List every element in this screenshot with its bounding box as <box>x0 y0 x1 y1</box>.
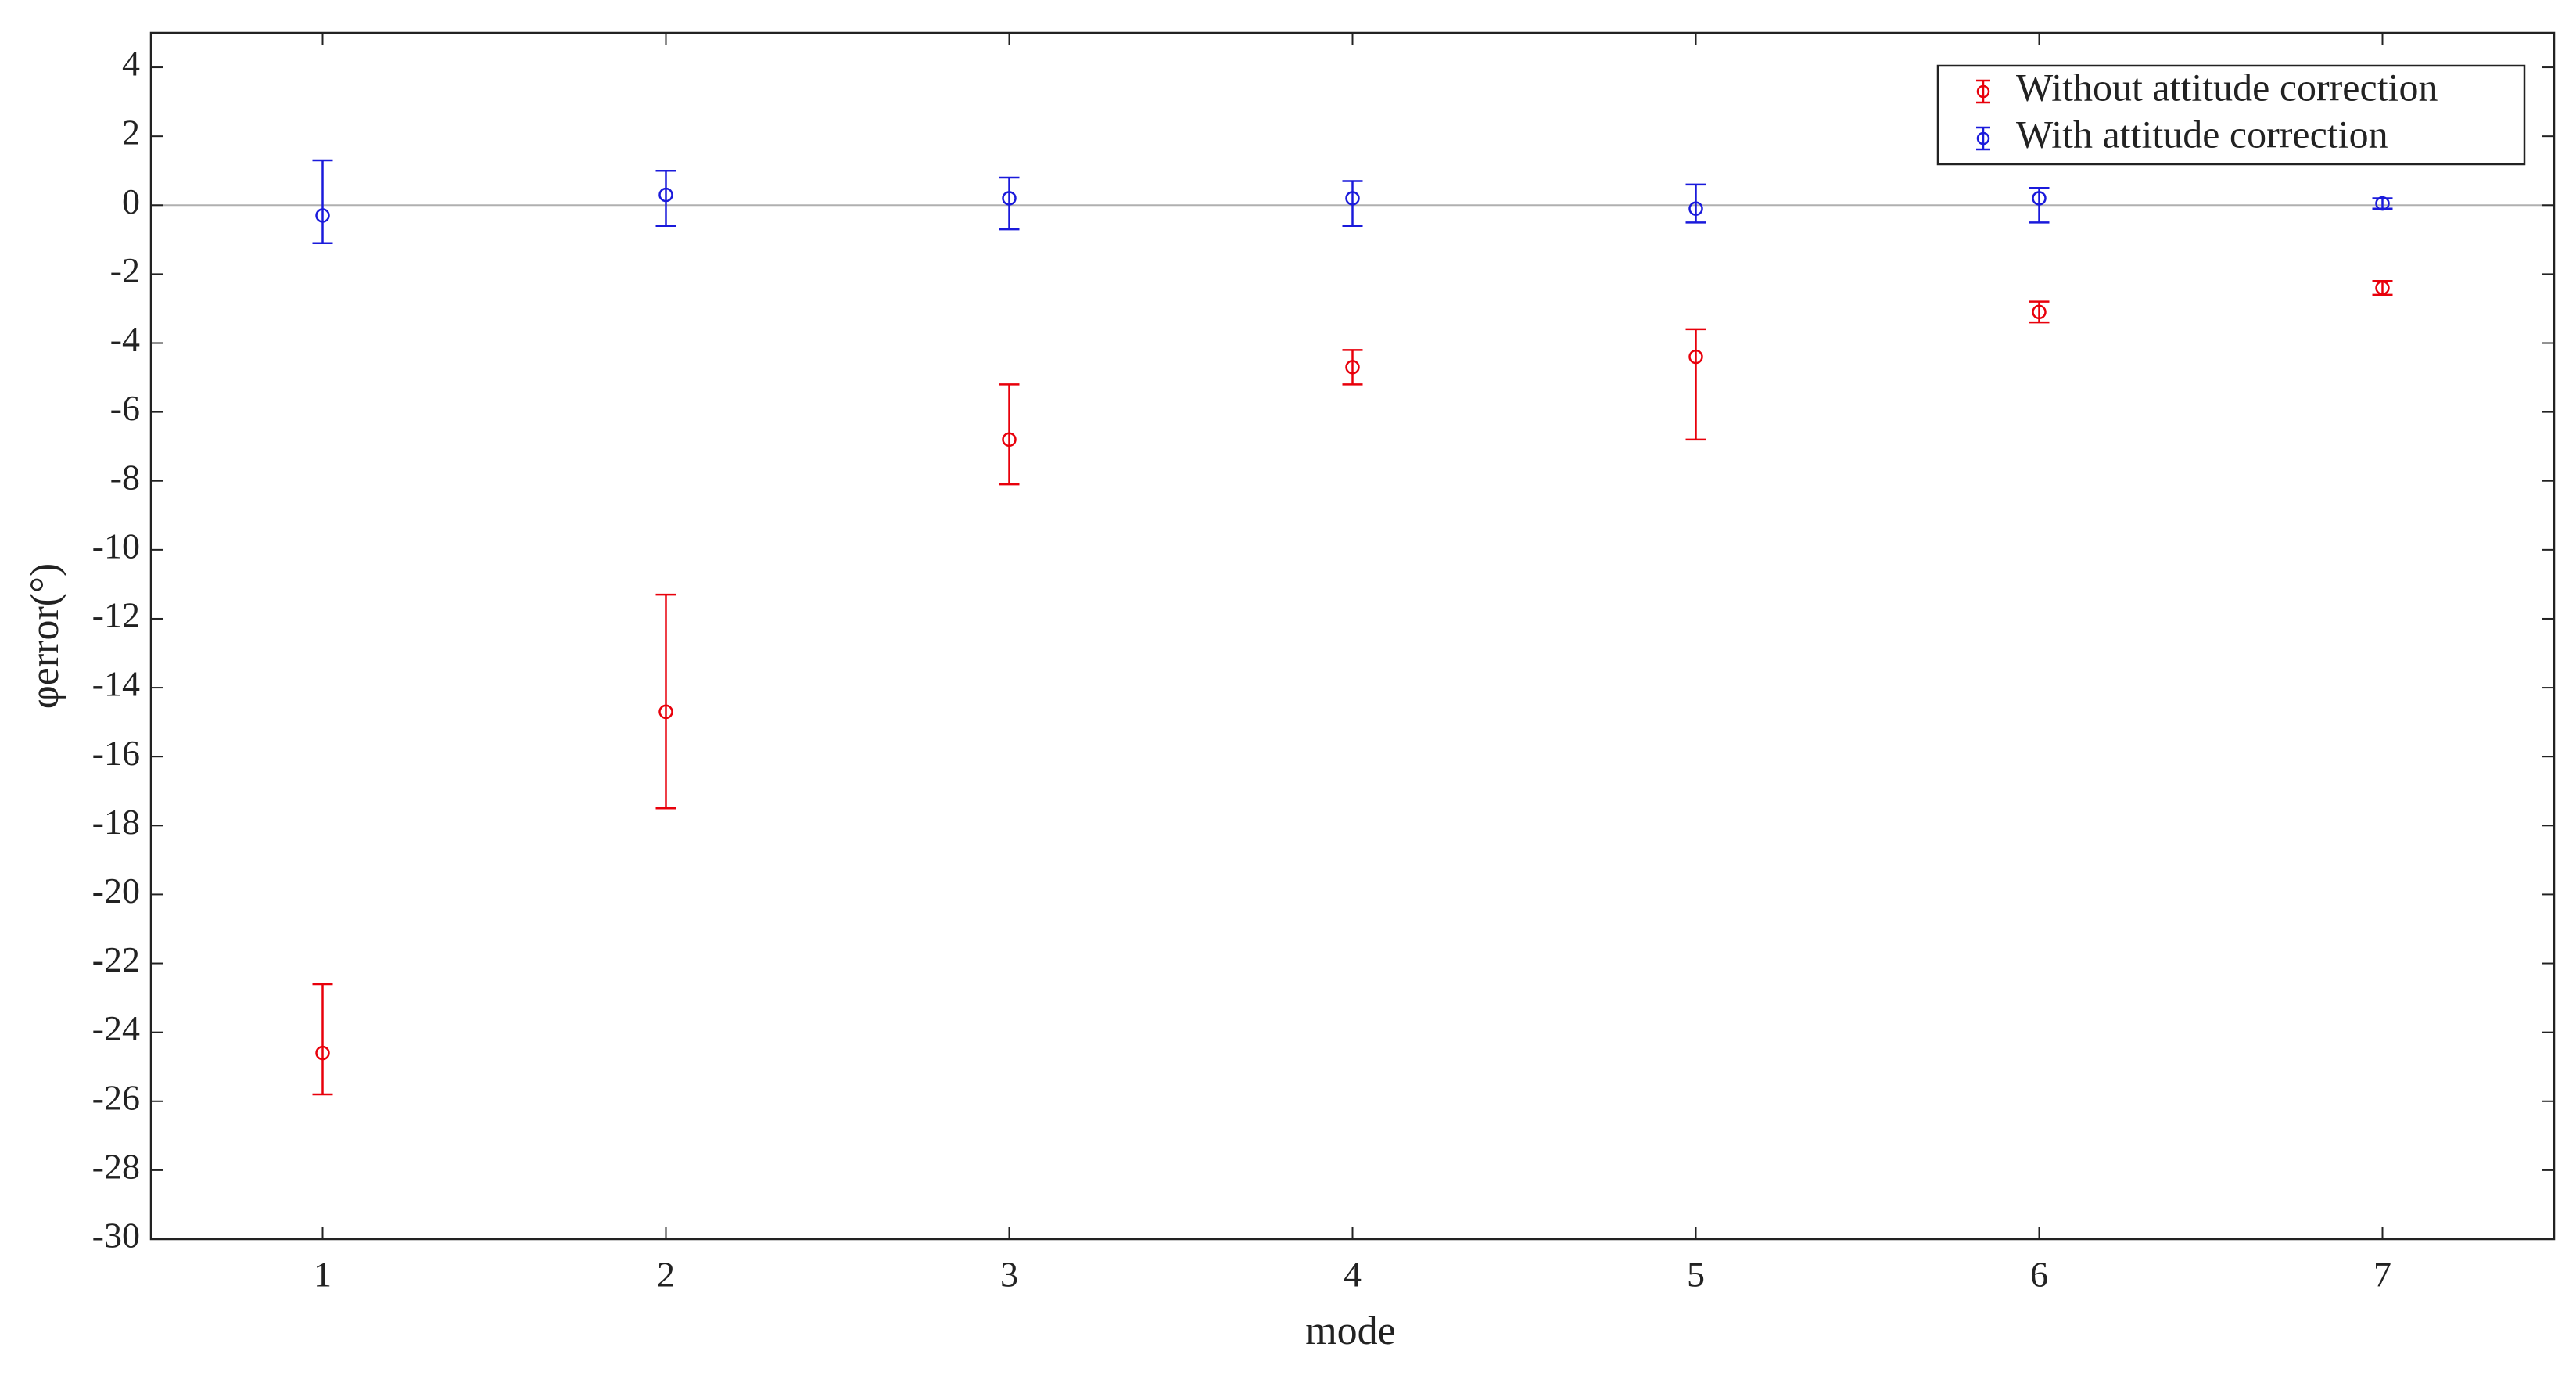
legend-label: With attitude correction <box>2016 112 2388 156</box>
data-point <box>2032 304 2047 320</box>
data-point <box>658 187 673 203</box>
y-tick-label: -24 <box>92 1008 140 1048</box>
error-bar <box>655 593 676 810</box>
data-point <box>315 1045 330 1061</box>
y-tick-label: -2 <box>110 250 140 290</box>
y-tick-label: -20 <box>92 871 140 911</box>
legend-label: Without attitude correction <box>2016 65 2438 109</box>
x-tick-label: 6 <box>2030 1255 2048 1295</box>
y-tick-label: -6 <box>110 388 140 428</box>
error-bar <box>1685 183 1706 224</box>
y-tick-label: 0 <box>122 181 140 221</box>
error-bar <box>312 983 333 1096</box>
data-point <box>315 208 330 223</box>
y-tick-label: -4 <box>110 319 140 359</box>
y-tick-label: -12 <box>92 595 140 635</box>
y-tick-label: -18 <box>92 802 140 842</box>
data-point <box>1345 360 1360 375</box>
y-tick-label: -22 <box>92 939 140 979</box>
x-tick-label: 4 <box>1344 1255 1362 1295</box>
legend-box <box>1936 64 2526 166</box>
x-tick-label: 1 <box>314 1255 332 1295</box>
legend-marker <box>1976 84 1990 99</box>
error-bar <box>1685 328 1706 441</box>
data-point <box>1002 191 1017 206</box>
y-tick-label: -26 <box>92 1077 140 1117</box>
x-tick-label: 3 <box>1000 1255 1018 1295</box>
y-tick-label: -14 <box>92 664 140 704</box>
y-tick-label: -8 <box>110 457 140 497</box>
data-point <box>2032 191 2047 206</box>
error-bar <box>2372 197 2393 210</box>
error-bar <box>999 383 1020 486</box>
error-bar <box>1342 180 1363 227</box>
data-point <box>1688 201 1703 216</box>
data-point <box>1345 191 1360 206</box>
error-bar <box>655 169 676 227</box>
error-bar <box>1342 349 1363 386</box>
x-tick-label: 5 <box>1687 1255 1705 1295</box>
y-tick-label: -30 <box>92 1216 140 1256</box>
y-tick-label: 4 <box>122 44 140 84</box>
y-tick-label: 2 <box>122 113 140 153</box>
y-tick-label: -28 <box>92 1146 140 1186</box>
x-tick-label: 7 <box>2373 1255 2391 1295</box>
legend-marker <box>1976 131 1990 146</box>
x-tick-label: 2 <box>657 1255 675 1295</box>
plot-frame <box>149 31 2556 1241</box>
error-bar <box>999 176 1020 231</box>
data-point <box>1688 349 1703 365</box>
data-point <box>1002 432 1017 447</box>
y-axis-label: φerror(°) <box>23 563 67 709</box>
x-axis-label: mode <box>1305 1309 1396 1353</box>
y-tick-label: -10 <box>92 526 140 566</box>
y-tick-label: -16 <box>92 733 140 773</box>
data-point <box>2375 280 2390 296</box>
data-point <box>658 704 673 720</box>
data-point <box>2375 196 2390 211</box>
error-bar <box>312 159 333 244</box>
